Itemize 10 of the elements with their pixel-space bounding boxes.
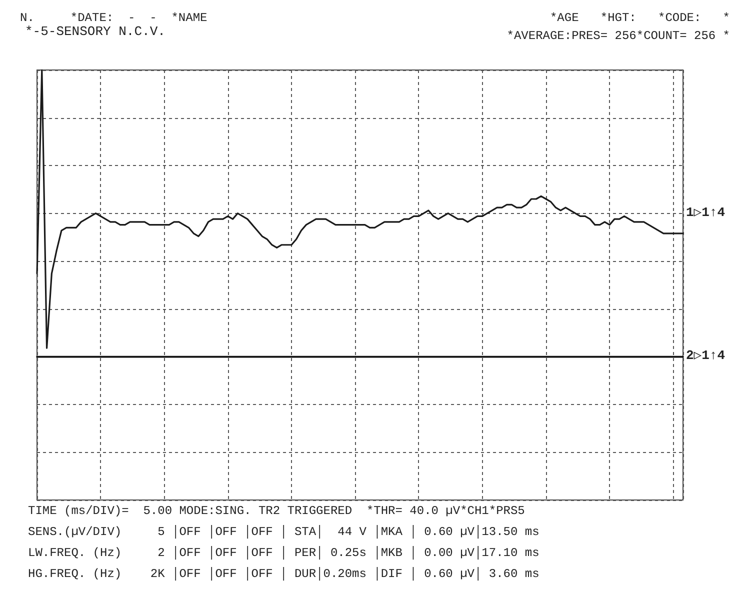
text: HG.FREQ. (Hz) 2K │OFF │OFF │OFF │ DUR│0.20ms │DIF │ 0.60 µV│ 3.60 ms — [28, 567, 540, 581]
text: N. *DATE: - - *NAME — [20, 11, 208, 25]
text: SENS.(µV/DIV) 5 │OFF │OFF │OFF │ STA│ 44 V │MKA │ 0.60 µV│13.50 ms — [28, 525, 540, 539]
text: *AGE *HGT: *CODE: * — [550, 11, 730, 25]
text: LW.FREQ. (Hz) 2 │OFF │OFF │OFF │ PER│ 0.25s │MKB │ 0.00 µV│17.10 ms — [28, 546, 540, 560]
text: TIME (ms/DIV)= 5.00 MODE:SING. TR2 TRIGGERED *THR= 40.0 µV*CH1*PRS5 — [28, 504, 525, 518]
chart-title: *-5-SENSORY N.C.V. — [25, 24, 166, 39]
text: 2▷1↑4 — [686, 348, 726, 363]
text: 1▷1↑4 — [686, 205, 726, 220]
text: *AVERAGE:PRES= 256*COUNT= 256 * — [506, 29, 730, 43]
